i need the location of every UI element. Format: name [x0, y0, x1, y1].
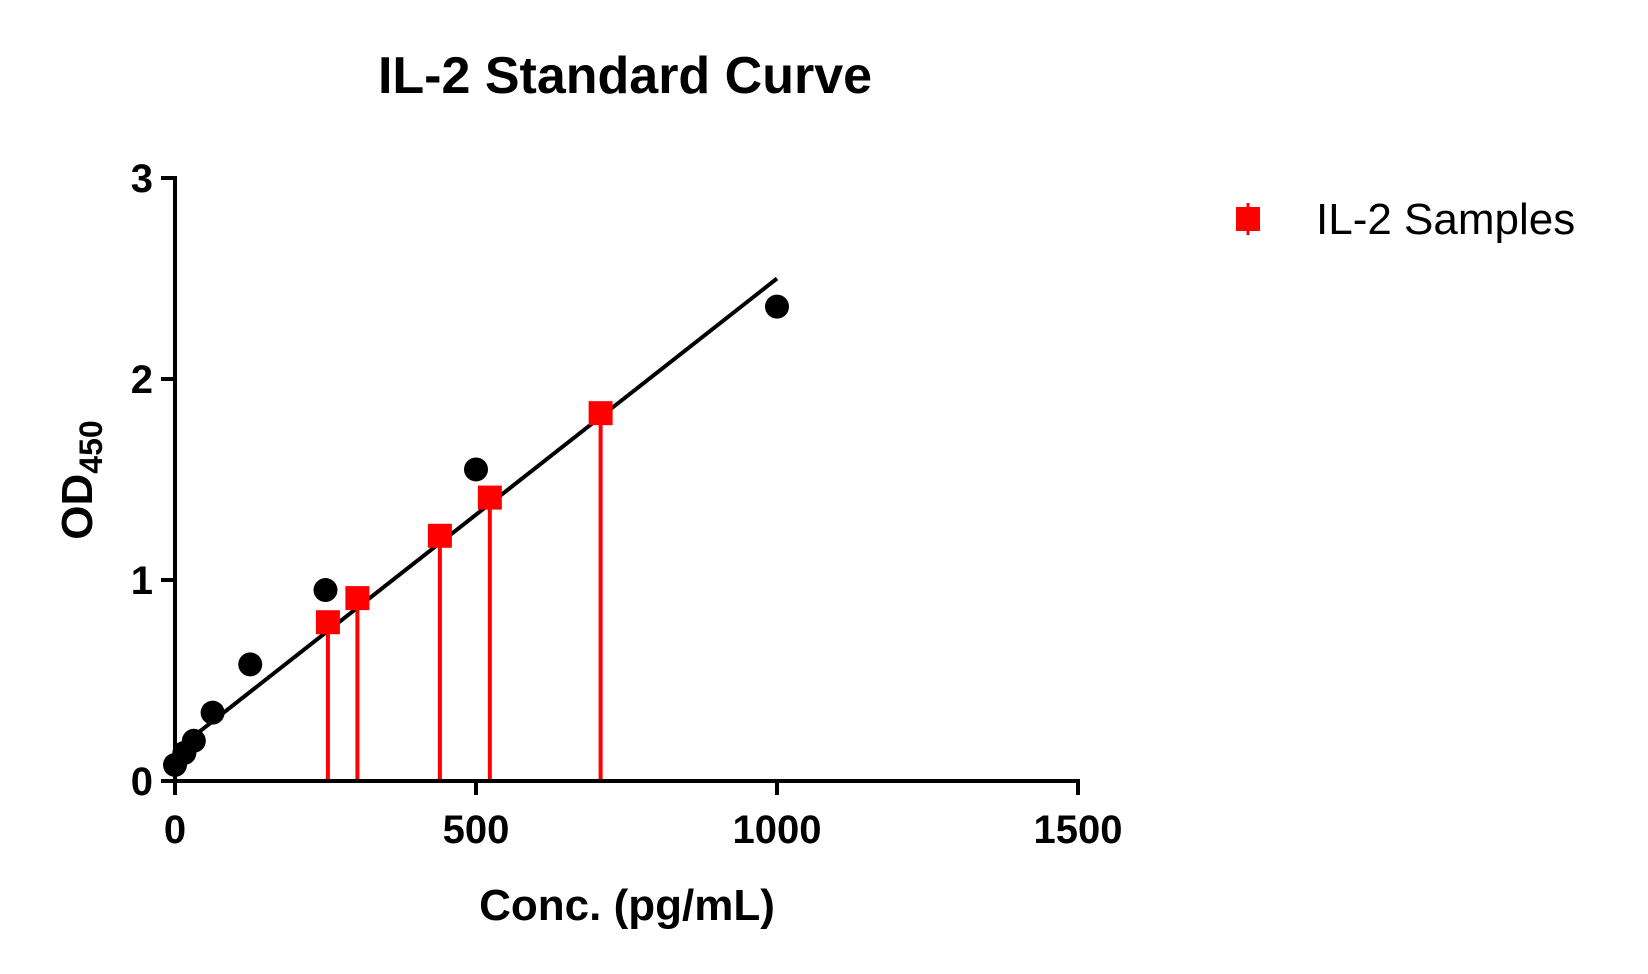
y-axis-label: OD450: [53, 420, 109, 539]
x-tick-label: 0: [164, 808, 186, 852]
x-tick-label: 1000: [733, 808, 822, 852]
y-axis-label-main: OD: [53, 474, 102, 540]
sample-point: [315, 610, 340, 635]
y-tick-label: 3: [131, 157, 153, 201]
standard-point: [200, 700, 225, 725]
standard-point: [765, 294, 789, 319]
legend-sample-marker: [1236, 207, 1260, 231]
fit-line: [173, 276, 779, 753]
y-tick-label: 2: [131, 358, 153, 402]
x-axis-label: Conc. (pg/mL): [479, 881, 775, 930]
y-axis-label-sub: 450: [73, 420, 109, 473]
legend: IL-2 Samples: [1236, 195, 1575, 244]
standard-point: [181, 728, 206, 753]
x-ticks: 0 500 1000 1500: [164, 781, 1123, 852]
sample-point: [427, 523, 452, 548]
x-tick-label: 1500: [1034, 808, 1123, 852]
x-tick-label: 500: [443, 808, 510, 852]
standard-point: [464, 457, 488, 482]
y-ticks: 0 1 2 3: [131, 157, 175, 804]
sample-point: [345, 586, 370, 611]
sample-point: [588, 401, 613, 426]
standard-point: [238, 652, 263, 677]
sample-point: [477, 485, 502, 510]
y-tick-label: 0: [131, 760, 153, 804]
legend-sample-label: IL-2 Samples: [1316, 195, 1575, 244]
plot-area: [163, 276, 789, 781]
y-tick-label: 1: [131, 559, 153, 603]
standard-point: [313, 578, 338, 603]
chart-title: IL-2 Standard Curve: [378, 47, 872, 105]
